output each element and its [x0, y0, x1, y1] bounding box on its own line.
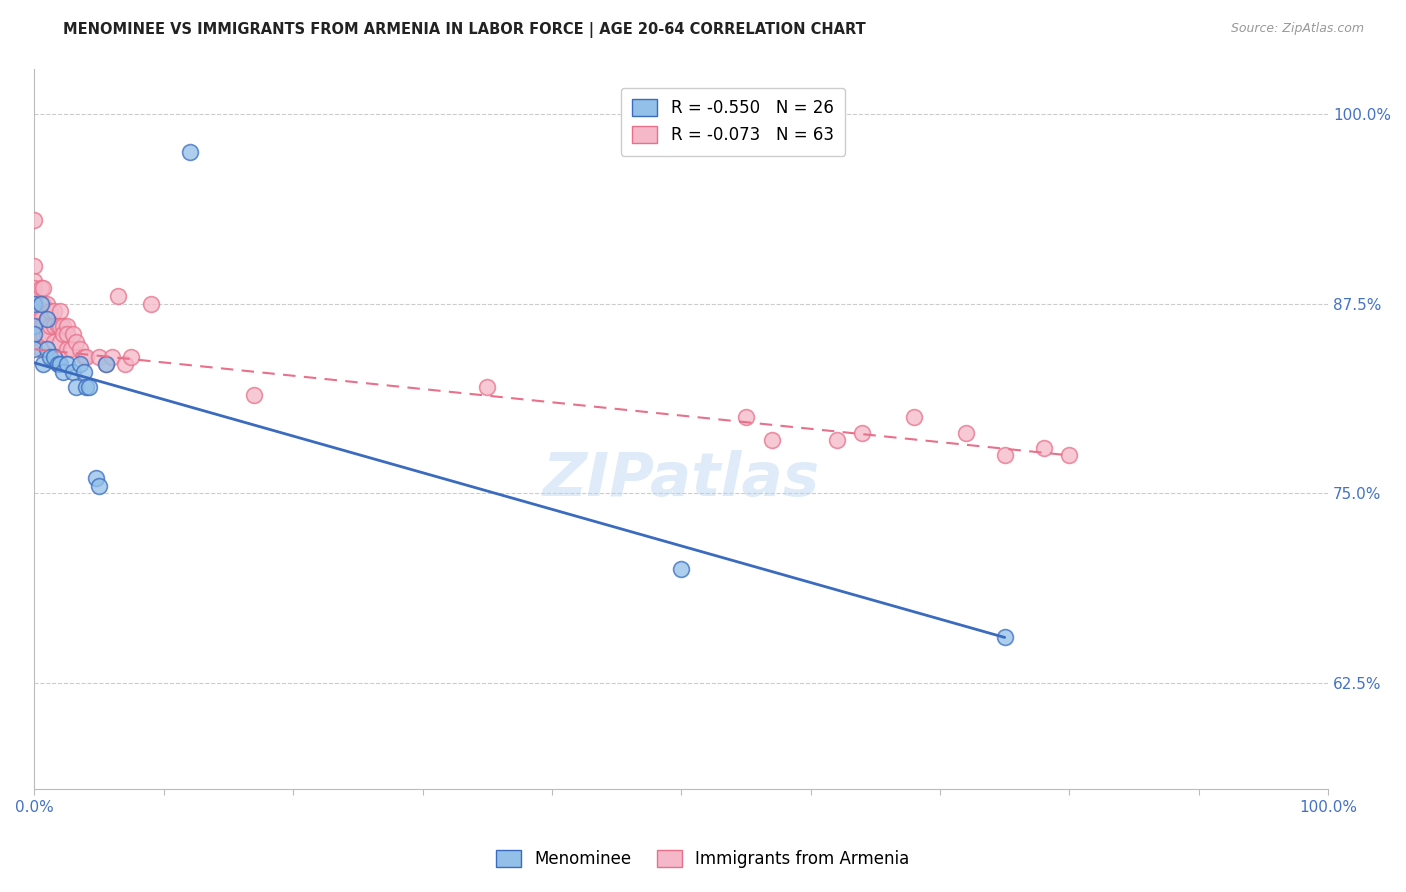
Point: [22, 289, 45, 303]
Point: [42, 350, 65, 364]
Point: [37, 311, 59, 326]
Point: [22, 259, 45, 273]
Point: [851, 425, 873, 440]
Point: [22, 281, 45, 295]
Point: [139, 296, 162, 310]
Point: [22, 296, 45, 310]
Point: [30, 326, 52, 341]
Point: [671, 562, 693, 576]
Point: [22, 304, 45, 318]
Point: [55, 326, 77, 341]
Point: [32, 296, 55, 310]
Point: [120, 350, 142, 364]
Point: [55, 342, 77, 356]
Point: [22, 274, 45, 288]
Point: [37, 326, 59, 341]
Point: [42, 304, 65, 318]
Point: [37, 342, 59, 356]
Point: [30, 304, 52, 318]
Point: [55, 357, 77, 371]
Point: [65, 380, 87, 394]
Point: [38, 304, 60, 318]
Point: [75, 380, 97, 394]
Point: [22, 342, 45, 356]
Point: [42, 319, 65, 334]
Point: [30, 319, 52, 334]
Point: [94, 357, 117, 371]
Point: [52, 326, 75, 341]
Point: [49, 319, 72, 334]
Point: [49, 357, 72, 371]
Point: [75, 350, 97, 364]
Point: [477, 380, 499, 394]
Point: [55, 319, 77, 334]
Point: [30, 311, 52, 326]
Point: [30, 296, 52, 310]
Point: [32, 319, 55, 334]
Text: Source: ZipAtlas.com: Source: ZipAtlas.com: [1230, 22, 1364, 36]
Point: [22, 311, 45, 326]
Point: [825, 434, 848, 448]
Point: [72, 350, 94, 364]
Point: [42, 334, 65, 349]
Point: [49, 334, 72, 349]
Point: [179, 145, 201, 159]
Point: [87, 479, 110, 493]
Point: [77, 380, 100, 394]
Point: [22, 334, 45, 349]
Text: MENOMINEE VS IMMIGRANTS FROM ARMENIA IN LABOR FORCE | AGE 20-64 CORRELATION CHAR: MENOMINEE VS IMMIGRANTS FROM ARMENIA IN …: [63, 22, 866, 38]
Point: [1032, 441, 1054, 455]
Point: [59, 342, 82, 356]
Point: [30, 281, 52, 295]
Point: [69, 357, 91, 371]
Point: [903, 410, 925, 425]
Text: ZIPatlas: ZIPatlas: [543, 450, 820, 508]
Point: [37, 296, 59, 310]
Point: [32, 326, 55, 341]
Point: [32, 281, 55, 295]
Legend: R = -0.550   N = 26, R = -0.073   N = 63: R = -0.550 N = 26, R = -0.073 N = 63: [620, 87, 845, 156]
Point: [38, 319, 60, 334]
Point: [22, 213, 45, 227]
Point: [65, 334, 87, 349]
Point: [994, 631, 1017, 645]
Legend: Menominee, Immigrants from Armenia: Menominee, Immigrants from Armenia: [489, 843, 917, 875]
Point: [62, 326, 84, 341]
Point: [69, 342, 91, 356]
Point: [62, 365, 84, 379]
Point: [107, 289, 129, 303]
Point: [101, 350, 124, 364]
Point: [37, 311, 59, 326]
Point: [994, 449, 1017, 463]
Point: [22, 319, 45, 334]
Point: [22, 326, 45, 341]
Point: [94, 357, 117, 371]
Point: [1059, 449, 1081, 463]
Point: [46, 357, 69, 371]
Point: [955, 425, 977, 440]
Point: [87, 350, 110, 364]
Point: [735, 410, 758, 425]
Point: [49, 304, 72, 318]
Point: [72, 365, 94, 379]
Point: [52, 319, 75, 334]
Point: [761, 434, 783, 448]
Point: [46, 319, 69, 334]
Point: [114, 357, 136, 371]
Point: [52, 365, 75, 379]
Point: [38, 350, 60, 364]
Point: [30, 342, 52, 356]
Point: [243, 387, 266, 401]
Point: [22, 319, 45, 334]
Point: [22, 326, 45, 341]
Point: [32, 357, 55, 371]
Point: [22, 296, 45, 310]
Point: [86, 471, 108, 485]
Point: [30, 296, 52, 310]
